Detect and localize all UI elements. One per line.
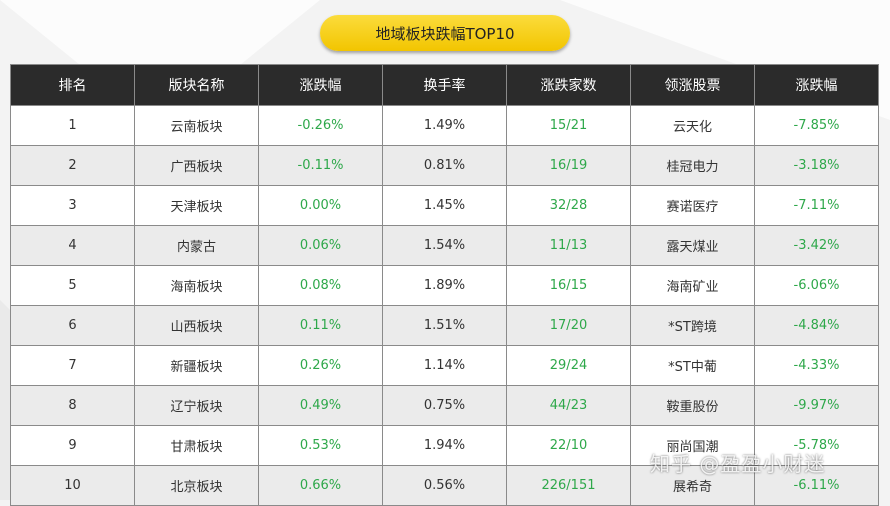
stock-change-cell: -7.11%	[754, 185, 879, 226]
turnover-cell: 1.54%	[382, 225, 507, 266]
change-cell: -0.11%	[258, 145, 383, 186]
table-row: 5 海南板块 0.08% 1.89% 16/15 海南矿业 -6.06%	[10, 265, 879, 306]
table-row: 8 辽宁板块 0.49% 0.75% 44/23 鞍重股份 -9.97%	[10, 385, 879, 426]
stock-change-cell: -7.85%	[754, 105, 879, 146]
turnover-cell: 1.14%	[382, 345, 507, 386]
leading-stock-cell: 桂冠电力	[630, 145, 755, 186]
table-row: 4 内蒙古 0.06% 1.54% 11/13 露天煤业 -3.42%	[10, 225, 879, 266]
rank-cell: 10	[10, 465, 135, 506]
up-down-count-cell: 16/15	[506, 265, 631, 306]
sector-name-cell: 天津板块	[134, 185, 259, 226]
leading-stock-cell: *ST跨境	[630, 305, 755, 346]
turnover-cell: 0.81%	[382, 145, 507, 186]
page-title: 地域板块跌幅TOP10	[320, 15, 570, 51]
change-cell: 0.66%	[258, 465, 383, 506]
rank-cell: 9	[10, 425, 135, 466]
leading-stock-cell: 丽尚国潮	[630, 425, 755, 466]
leading-stock-cell: 露天煤业	[630, 225, 755, 266]
up-down-count-cell: 226/151	[506, 465, 631, 506]
header-change: 涨跌幅	[258, 64, 383, 106]
up-down-count-cell: 29/24	[506, 345, 631, 386]
sector-name-cell: 甘肃板块	[134, 425, 259, 466]
change-cell: 0.11%	[258, 305, 383, 346]
watermark: 知乎 @盈盈小财迷	[650, 452, 826, 476]
rank-cell: 7	[10, 345, 135, 386]
sector-name-cell: 山西板块	[134, 305, 259, 346]
table-header-row: 排名 版块名称 涨跌幅 换手率 涨跌家数 领涨股票 涨跌幅	[10, 64, 879, 106]
turnover-cell: 0.56%	[382, 465, 507, 506]
stock-change-cell: -3.42%	[754, 225, 879, 266]
table-body: 1 云南板块 -0.26% 1.49% 15/21 云天化 -7.85% 2 广西板块 -0.11…	[10, 105, 879, 506]
change-cell: 0.08%	[258, 265, 383, 306]
rank-cell: 2	[10, 145, 135, 186]
table-row: 6 山西板块 0.11% 1.51% 17/20 *ST跨境 -4.84%	[10, 305, 879, 346]
up-down-count-cell: 17/20	[506, 305, 631, 346]
header-stock-change: 涨跌幅	[754, 64, 879, 106]
rank-cell: 8	[10, 385, 135, 426]
leading-stock-cell: *ST中葡	[630, 345, 755, 386]
up-down-count-cell: 16/19	[506, 145, 631, 186]
turnover-cell: 1.45%	[382, 185, 507, 226]
change-cell: 0.06%	[258, 225, 383, 266]
sector-name-cell: 云南板块	[134, 105, 259, 146]
rank-cell: 1	[10, 105, 135, 146]
up-down-count-cell: 44/23	[506, 385, 631, 426]
stock-change-cell: -4.33%	[754, 345, 879, 386]
up-down-count-cell: 11/13	[506, 225, 631, 266]
turnover-cell: 1.94%	[382, 425, 507, 466]
up-down-count-cell: 15/21	[506, 105, 631, 146]
rank-cell: 4	[10, 225, 135, 266]
table-row: 9 甘肃板块 0.53% 1.94% 22/10 丽尚国潮 -5.78%	[10, 425, 879, 466]
leading-stock-cell: 鞍重股份	[630, 385, 755, 426]
up-down-count-cell: 22/10	[506, 425, 631, 466]
sector-name-cell: 北京板块	[134, 465, 259, 506]
sector-name-cell: 内蒙古	[134, 225, 259, 266]
stock-change-cell: -4.84%	[754, 305, 879, 346]
sector-name-cell: 辽宁板块	[134, 385, 259, 426]
turnover-cell: 1.51%	[382, 305, 507, 346]
leading-stock-cell: 展希奇	[630, 465, 755, 506]
stock-change-cell: -6.06%	[754, 265, 879, 306]
change-cell: -0.26%	[258, 105, 383, 146]
up-down-count-cell: 32/28	[506, 185, 631, 226]
leading-stock-cell: 云天化	[630, 105, 755, 146]
header-up-down-count: 涨跌家数	[506, 64, 631, 106]
leading-stock-cell: 赛诺医疗	[630, 185, 755, 226]
stock-change-cell: -9.97%	[754, 385, 879, 426]
table-row: 3 天津板块 0.00% 1.45% 32/28 赛诺医疗 -7.11%	[10, 185, 879, 226]
header-leading-stock: 领涨股票	[630, 64, 755, 106]
change-cell: 0.49%	[258, 385, 383, 426]
header-sector-name: 版块名称	[134, 64, 259, 106]
sector-name-cell: 广西板块	[134, 145, 259, 186]
leading-stock-cell: 海南矿业	[630, 265, 755, 306]
table-row: 2 广西板块 -0.11% 0.81% 16/19 桂冠电力 -3.18%	[10, 145, 879, 186]
rank-cell: 3	[10, 185, 135, 226]
sector-name-cell: 海南板块	[134, 265, 259, 306]
ranking-table: 排名 版块名称 涨跌幅 换手率 涨跌家数 领涨股票 涨跌幅 1 云南板块 -0.26% 1.49%…	[10, 64, 879, 506]
turnover-cell: 1.89%	[382, 265, 507, 306]
rank-cell: 6	[10, 305, 135, 346]
change-cell: 0.26%	[258, 345, 383, 386]
rank-cell: 5	[10, 265, 135, 306]
change-cell: 0.00%	[258, 185, 383, 226]
header-turnover: 换手率	[382, 64, 507, 106]
change-cell: 0.53%	[258, 425, 383, 466]
turnover-cell: 1.49%	[382, 105, 507, 146]
turnover-cell: 0.75%	[382, 385, 507, 426]
table-row: 1 云南板块 -0.26% 1.49% 15/21 云天化 -7.85%	[10, 105, 879, 146]
stock-change-cell: -3.18%	[754, 145, 879, 186]
sector-name-cell: 新疆板块	[134, 345, 259, 386]
header-rank: 排名	[10, 64, 135, 106]
table-row: 7 新疆板块 0.26% 1.14% 29/24 *ST中葡 -4.33%	[10, 345, 879, 386]
